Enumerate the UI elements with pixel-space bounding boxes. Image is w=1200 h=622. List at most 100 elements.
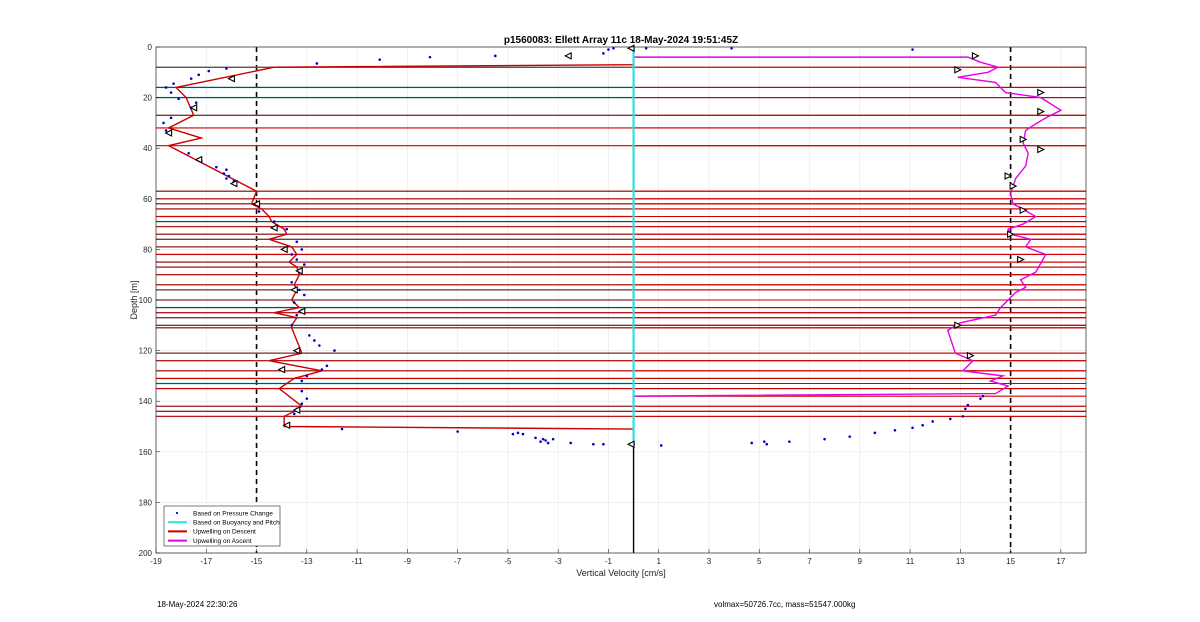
descent-marker: [277, 365, 286, 374]
ascent-marker: [1007, 230, 1015, 239]
descent-marker: [563, 51, 572, 60]
pressure-point: [931, 420, 934, 423]
footer-timestamp: 18-May-2024 22:30:26: [157, 600, 238, 609]
x-tick-label: 1: [656, 557, 661, 566]
x-tick-label: 17: [1056, 557, 1065, 566]
pressure-point: [765, 442, 769, 446]
descent-marker: [252, 199, 261, 208]
x-tick-label: -17: [200, 557, 212, 566]
pressure-point: [313, 339, 316, 342]
pressure-point: [964, 407, 967, 411]
pressure-point: [292, 412, 296, 416]
pressure-point: [551, 437, 555, 441]
pressure-point: [592, 442, 595, 446]
x-tick-label: 5: [757, 557, 762, 566]
pressure-point: [315, 62, 319, 65]
pressure-point: [292, 301, 296, 304]
pressure-point: [325, 364, 329, 368]
pressure-point: [295, 240, 299, 244]
x-tick-label: 11: [906, 557, 915, 566]
pressure-point: [169, 116, 173, 120]
pressure-point: [300, 379, 304, 383]
pressure-point: [788, 440, 791, 443]
ascent-marker: [1037, 88, 1045, 97]
x-tick-label: 3: [707, 557, 712, 566]
pressure-point: [961, 415, 965, 418]
pressure-point: [602, 52, 605, 55]
x-tick-label: -19: [150, 557, 162, 566]
pressure-point: [302, 293, 306, 297]
pressure-point: [541, 437, 545, 441]
legend-label: Upwelling on Ascent: [193, 538, 252, 545]
x-tick-label: 15: [1006, 557, 1015, 566]
pressure-point: [164, 129, 168, 132]
pressure-point: [300, 248, 304, 251]
ascent-marker: [1037, 145, 1045, 154]
pressure-point: [164, 86, 168, 89]
pressure-point: [177, 97, 180, 101]
pressure-point: [290, 280, 294, 284]
pressure-point: [823, 437, 826, 441]
pressure-point: [308, 334, 311, 337]
ascent-marker: [1017, 255, 1025, 264]
x-tick-label: -7: [454, 557, 462, 566]
pressure-point: [340, 427, 344, 431]
pressure-point: [966, 403, 970, 407]
pressure-point: [981, 394, 985, 398]
y-axis-label: Depth [m]: [129, 280, 139, 319]
descent-marker: [194, 155, 203, 164]
y-tick-label: 180: [139, 498, 153, 507]
y-tick-label: 160: [139, 448, 153, 457]
pressure-point: [320, 368, 324, 371]
pressure-point: [750, 441, 754, 445]
ascent-marker: [971, 51, 980, 60]
y-tick-label: 20: [143, 94, 152, 103]
pressure-point: [456, 430, 459, 433]
pressure-point: [297, 288, 301, 292]
x-tick-label: -11: [352, 557, 364, 566]
markers: [162, 44, 1045, 449]
pressure-point: [225, 67, 228, 70]
pressure-point: [921, 423, 924, 427]
pressure-point: [911, 426, 914, 430]
descent-marker: [279, 245, 288, 254]
pressure-point: [162, 121, 165, 125]
descent-marker: [295, 267, 303, 275]
x-tick-label: -13: [301, 557, 313, 566]
pressure-point: [225, 168, 228, 172]
legend-swatch: [175, 511, 179, 515]
pressure-point: [189, 77, 193, 80]
pressure-point: [300, 402, 304, 406]
y-tick-label: 120: [139, 347, 153, 356]
y-tick-label: 0: [148, 43, 153, 52]
x-tick-label: -15: [251, 557, 263, 566]
pressure-point: [378, 58, 382, 61]
pressure-point: [644, 46, 648, 50]
descent-marker: [227, 74, 235, 83]
pressure-point: [534, 436, 537, 440]
series: [156, 47, 1086, 553]
pressure-point: [257, 210, 261, 213]
descent-marker: [292, 346, 301, 355]
y-tick-label: 200: [139, 549, 153, 558]
chart-title: p1560083: Ellett Array 11c 18-May-2024 1…: [504, 35, 738, 46]
pressure-point: [911, 48, 914, 51]
pressure-point: [521, 432, 525, 436]
pressure-point: [318, 344, 321, 347]
pressure-point: [305, 374, 309, 378]
pressure-point: [848, 435, 852, 438]
pressure-point: [659, 444, 663, 447]
descent-marker: [292, 406, 301, 414]
pressure-point: [222, 172, 226, 175]
ascent-marker: [1009, 182, 1018, 191]
pressure-point: [979, 397, 982, 400]
descent-marker: [269, 224, 278, 232]
pressure-point: [169, 91, 173, 94]
x-tick-label: 13: [956, 557, 965, 566]
pressure-point: [602, 442, 605, 446]
y-tick-label: 40: [143, 144, 152, 153]
ascent-marker: [1004, 172, 1013, 180]
pressure-point: [762, 440, 766, 443]
pressure-point: [207, 69, 211, 73]
pressure-point: [225, 177, 228, 180]
